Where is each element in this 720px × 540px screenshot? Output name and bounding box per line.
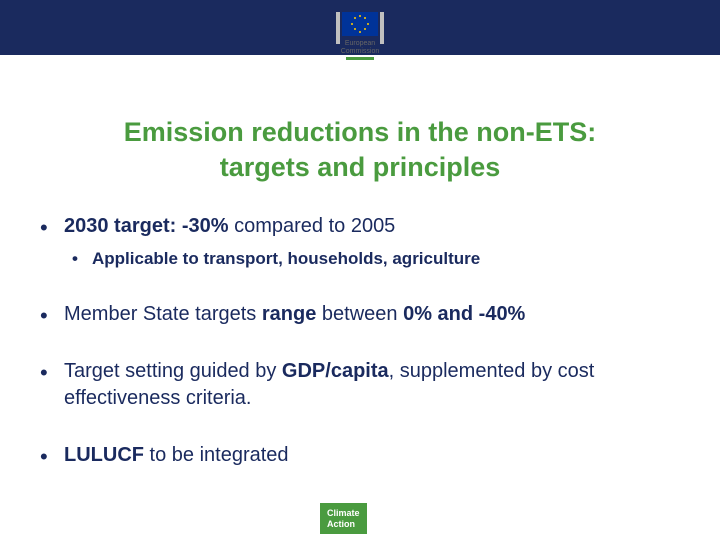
header-bar: European Commission <box>0 0 720 55</box>
bullet-3-pre: Target setting guided by <box>64 360 282 382</box>
bullet-2-bold1: range <box>262 303 316 325</box>
ec-logo: European Commission <box>320 8 400 98</box>
bullet-3-bold: GDP/capita <box>282 360 389 382</box>
footer-line1: Climate <box>327 508 360 518</box>
bullet-4-rest: to be integrated <box>144 444 289 466</box>
logo-text: European Commission <box>341 40 380 55</box>
bullet-4-bold: LULUCF <box>64 444 144 466</box>
slide-title: Emission reductions in the non-ETS: targ… <box>0 115 720 185</box>
title-line1: Emission reductions in the non-ETS: <box>124 117 597 147</box>
bullet-1-bold: 2030 target: -30% <box>64 215 229 237</box>
footer-line2: Action <box>327 519 355 529</box>
eu-flag-icon <box>342 12 378 36</box>
logo-line1: European <box>345 40 375 47</box>
bullet-2-bold2: 0% and -40% <box>403 303 525 325</box>
sub-bullet-1: Applicable to transport, households, agr… <box>64 248 680 271</box>
sub-list-1: Applicable to transport, households, agr… <box>64 248 680 271</box>
bullet-3: Target setting guided by GDP/capita, sup… <box>40 358 680 412</box>
title-line2: targets and principles <box>220 152 501 182</box>
bullet-2: Member State targets range between 0% an… <box>40 301 680 328</box>
bullet-2-mid: between <box>316 303 403 325</box>
logo-line2: Commission <box>341 48 380 55</box>
logo-underline <box>346 57 374 60</box>
footer-badge: Climate Action <box>320 503 367 534</box>
bullet-1-rest: compared to 2005 <box>229 215 396 237</box>
content-area: 2030 target: -30% compared to 2005 Appli… <box>0 185 720 469</box>
bullet-1: 2030 target: -30% compared to 2005 Appli… <box>40 213 680 271</box>
bullet-4: LULUCF to be integrated <box>40 442 680 469</box>
bullet-list: 2030 target: -30% compared to 2005 Appli… <box>40 213 680 469</box>
bullet-2-pre: Member State targets <box>64 303 262 325</box>
